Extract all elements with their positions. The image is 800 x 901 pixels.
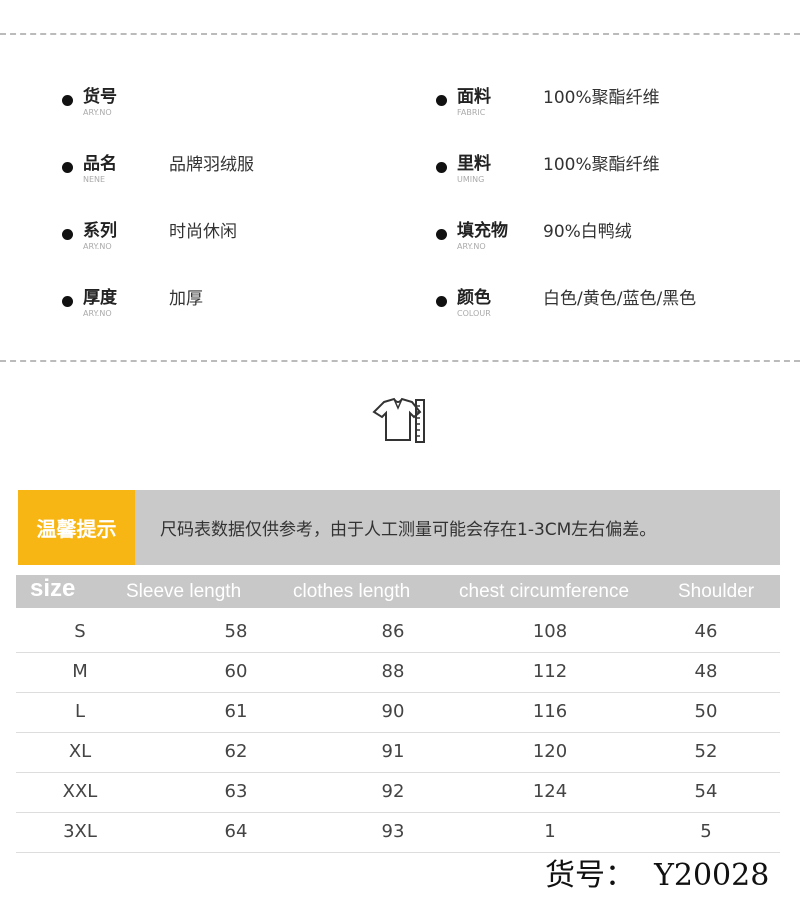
table-cell: 61: [224, 701, 248, 722]
table-row: XXL 63 92 124 54: [16, 772, 780, 813]
spec-label: 颜色: [457, 288, 491, 308]
spec-sublabel: UMING: [457, 175, 485, 184]
spec-value: 品牌羽绒服: [169, 155, 254, 175]
spec-sublabel: FABRIC: [457, 108, 486, 117]
table-cell: XL: [68, 741, 92, 762]
table-cell: 63: [224, 781, 248, 802]
spec-item: 品名 NENE 品牌羽绒服: [62, 153, 254, 185]
table-row: XL 62 91 120 52: [16, 732, 780, 773]
table-cell: 5: [700, 821, 712, 842]
table-cell: S: [74, 621, 86, 642]
header-sleeve: Sleeve length: [126, 581, 242, 602]
table-cell: 60: [224, 661, 248, 682]
spec-label: 里料: [457, 154, 491, 174]
table-cell: 54: [694, 781, 718, 802]
spec-item: 系列 ARY.NO 时尚休闲: [62, 220, 237, 252]
table-cell: M: [72, 661, 88, 682]
spec-item: 里料 UMING 100%聚酯纤维: [436, 153, 660, 185]
table-cell: 116: [532, 701, 568, 722]
bullet-icon: [62, 229, 73, 240]
item-number-stamp: 货号： Y20028: [545, 858, 770, 893]
table-cell: 92: [381, 781, 405, 802]
spec-value: 90%白鸭绒: [543, 222, 632, 242]
spec-value: 100%聚酯纤维: [543, 155, 660, 175]
table-cell: XXL: [62, 781, 98, 802]
spec-label: 面料: [457, 87, 491, 107]
bullet-icon: [62, 95, 73, 106]
spec-sublabel: ARY.NO: [83, 108, 112, 117]
spec-label: 货号: [83, 87, 117, 107]
bullet-icon: [436, 229, 447, 240]
bullet-icon: [436, 296, 447, 307]
spec-value: 100%聚酯纤维: [543, 88, 660, 108]
bullet-icon: [62, 162, 73, 173]
table-cell: 64: [224, 821, 248, 842]
spec-label: 厚度: [83, 288, 117, 308]
table-cell: 120: [532, 741, 568, 762]
divider-middle: [0, 360, 800, 362]
table-cell: 91: [381, 741, 405, 762]
spec-value: 时尚休闲: [169, 222, 237, 242]
table-row: 3XL 64 93 1 5: [16, 812, 780, 853]
table-cell: 112: [532, 661, 568, 682]
table-cell: 52: [694, 741, 718, 762]
spec-sublabel: NENE: [83, 175, 106, 184]
size-table-header: size Sleeve length clothes length chest …: [16, 575, 780, 608]
spec-sublabel: ARY.NO: [457, 242, 486, 251]
table-row: S 58 86 108 46: [16, 612, 780, 653]
spec-value: 加厚: [169, 289, 203, 309]
table-cell: 93: [381, 821, 405, 842]
header-clothes: clothes length: [293, 581, 411, 602]
header-shoulder: Shoulder: [678, 581, 755, 602]
table-cell: 86: [381, 621, 405, 642]
table-row: L 61 90 116 50: [16, 692, 780, 733]
spec-item: 颜色 COLOUR 白色/黄色/蓝色/黑色: [436, 287, 696, 319]
spec-label: 填充物: [457, 221, 508, 241]
header-size: size: [30, 575, 76, 602]
spec-value: 白色/黄色/蓝色/黑色: [543, 289, 697, 309]
table-cell: 62: [224, 741, 248, 762]
bullet-icon: [62, 296, 73, 307]
divider-top: [0, 33, 800, 35]
notice-tag: 温馨提示: [18, 490, 135, 565]
table-cell: 50: [694, 701, 718, 722]
notice-text: 尺码表数据仅供参考，由于人工测量可能会存在1-3CM左右偏差。: [160, 520, 657, 540]
shirt-ruler-icon: [372, 397, 425, 443]
table-cell: 48: [694, 661, 718, 682]
table-cell: 46: [694, 621, 718, 642]
table-cell: 1: [544, 821, 556, 842]
table-cell: 58: [224, 621, 248, 642]
spec-item: 面料 FABRIC 100%聚酯纤维: [436, 86, 660, 118]
table-cell: 124: [532, 781, 568, 802]
spec-label: 品名: [83, 154, 117, 174]
table-cell: 88: [381, 661, 405, 682]
spec-item: 填充物 ARY.NO 90%白鸭绒: [436, 220, 632, 252]
table-cell: 90: [381, 701, 405, 722]
size-notice-banner: 温馨提示 尺码表数据仅供参考，由于人工测量可能会存在1-3CM左右偏差。: [18, 490, 780, 565]
bullet-icon: [436, 95, 447, 106]
header-chest: chest circumference: [459, 581, 630, 602]
spec-sublabel: ARY.NO: [83, 309, 112, 318]
bullet-icon: [436, 162, 447, 173]
spec-item: 货号 ARY.NO: [62, 86, 169, 118]
spec-item: 厚度 ARY.NO 加厚: [62, 287, 203, 319]
spec-sublabel: ARY.NO: [83, 242, 112, 251]
table-cell: L: [74, 701, 86, 722]
spec-label: 系列: [83, 221, 117, 241]
table-cell: 108: [532, 621, 568, 642]
table-cell: 3XL: [63, 821, 97, 842]
table-row: M 60 88 112 48: [16, 652, 780, 693]
spec-sublabel: COLOUR: [457, 309, 491, 318]
